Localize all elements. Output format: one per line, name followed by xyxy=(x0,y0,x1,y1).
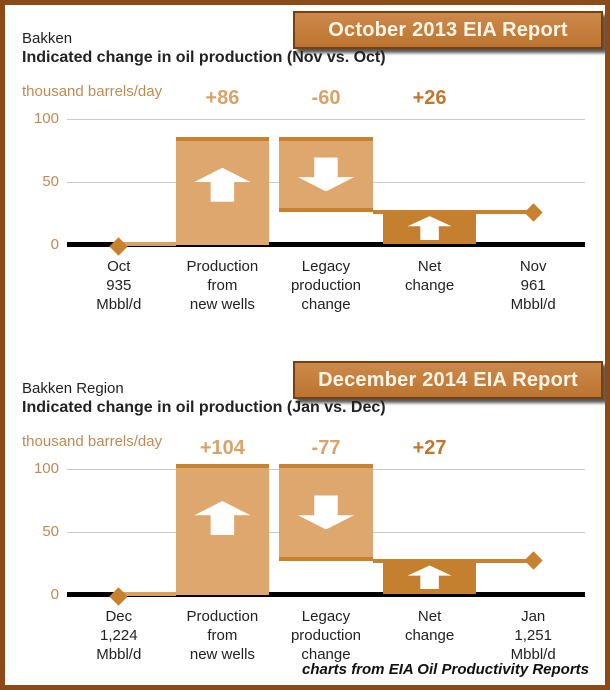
start-marker-diamond xyxy=(109,587,128,606)
chart-subtitle: Indicated change in oil production (Nov … xyxy=(22,49,386,66)
x-label-4: Jan 1,251 Mbbl/d xyxy=(510,608,556,663)
connector-baseline xyxy=(118,592,176,596)
arrow-down-icon xyxy=(297,157,354,192)
chart-subtitle: Indicated change in oil production (Jan … xyxy=(22,399,386,416)
arrow-up-icon xyxy=(407,216,452,241)
bar-net-change xyxy=(382,560,477,594)
x-axis xyxy=(67,242,585,247)
bar-production-new-wells xyxy=(175,463,269,595)
bar-legacy-production-change xyxy=(279,136,373,213)
change-value-label: +86 xyxy=(205,87,240,109)
change-value-label: +26 xyxy=(412,87,447,109)
x-label-1: Production from new wells xyxy=(186,258,259,313)
x-label-1: Production from new wells xyxy=(186,608,259,663)
chart-region-title: Bakken xyxy=(22,30,73,47)
gridline-100 xyxy=(67,118,585,120)
x-label-0: Dec 1,224 Mbbl/d xyxy=(96,608,142,663)
change-value-label: +27 xyxy=(412,437,447,459)
x-label-2: Legacy production change xyxy=(290,608,362,663)
end-marker-diamond xyxy=(523,551,543,571)
y-tick-50: 50 xyxy=(42,523,59,540)
connector-baseline xyxy=(118,242,176,246)
report-banner-label: October 2013 EIA Report xyxy=(328,18,568,41)
x-label-0: Oct 935 Mbbl/d xyxy=(96,258,142,313)
y-axis-unit-label: thousand barrels/day xyxy=(22,433,163,450)
arrow-up-icon xyxy=(194,500,251,535)
report-banner: December 2014 EIA Report xyxy=(293,361,603,399)
x-axis xyxy=(67,592,585,597)
end-marker-diamond xyxy=(523,203,543,222)
change-value-label: +104 xyxy=(199,437,245,459)
x-axis-labels: Dec 1,224 Mbbl/d Production from new well… xyxy=(67,607,585,664)
y-tick-0: 0 xyxy=(50,236,59,253)
arrow-up-icon xyxy=(194,167,251,202)
plot-area: 100 50 0 +86 -60 +26 xyxy=(34,81,585,256)
source-credit: charts from EIA Oil Productivity Reports xyxy=(302,661,589,678)
x-label-3: Net change xyxy=(404,258,455,294)
y-axis-unit-label: thousand barrels/day xyxy=(22,83,163,100)
x-label-2: Legacy production change xyxy=(290,258,362,313)
bar-net-change xyxy=(382,212,477,244)
bar-legacy-production-change xyxy=(279,463,373,561)
report-banner-label: December 2014 EIA Report xyxy=(318,368,578,391)
change-value-label: -77 xyxy=(311,437,341,459)
arrow-up-icon xyxy=(407,565,452,590)
y-tick-50: 50 xyxy=(42,173,59,190)
chart-october-2013: October 2013 EIA Report Bakken Indicated… xyxy=(5,5,605,350)
x-label-3: Net change xyxy=(404,608,455,644)
plot-area: 100 50 0 +104 -77 +27 xyxy=(34,431,585,606)
bar-production-new-wells xyxy=(175,136,269,245)
y-tick-0: 0 xyxy=(50,586,59,603)
y-tick-100: 100 xyxy=(33,460,59,477)
start-marker-diamond xyxy=(109,237,128,256)
chart-december-2014: December 2014 EIA Report Bakken Region I… xyxy=(5,355,605,685)
chart-region-title: Bakken Region xyxy=(22,380,124,397)
y-tick-100: 100 xyxy=(33,110,59,127)
report-banner: October 2013 EIA Report xyxy=(293,11,603,49)
arrow-down-icon xyxy=(297,495,354,530)
change-value-label: -60 xyxy=(311,87,341,109)
x-axis-labels: Oct 935 Mbbl/d Production from new wells L… xyxy=(67,257,585,314)
x-label-4: Nov 961 Mbbl/d xyxy=(510,258,556,313)
